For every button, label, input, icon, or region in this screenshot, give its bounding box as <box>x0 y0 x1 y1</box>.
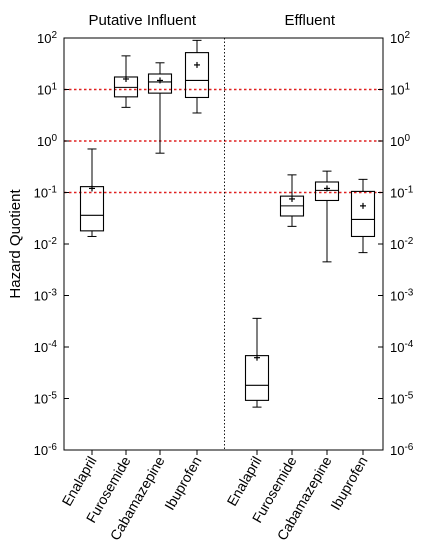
y-tick-label-right: 10-4 <box>390 339 414 356</box>
iqr-box <box>350 190 376 238</box>
iqr-box <box>147 73 173 94</box>
y-tick-label-left: 10-4 <box>34 339 58 356</box>
y-tick-label-right: 10-2 <box>390 236 414 253</box>
y-tick-label-left: 100 <box>37 133 57 150</box>
y-axis-title: Hazard Quotient <box>7 189 24 299</box>
y-tick-label-right: 100 <box>390 133 410 150</box>
y-tick-label-right: 10-6 <box>390 442 414 459</box>
y-tick-label-right: 101 <box>390 81 410 98</box>
y-tick-label-left: 10-3 <box>34 287 58 304</box>
y-tick-label-left: 10-2 <box>34 236 58 253</box>
iqr-box <box>184 52 210 99</box>
y-tick-label-left: 10-6 <box>34 442 58 459</box>
y-tick-label-right: 10-1 <box>390 184 414 201</box>
y-tick-label-right: 102 <box>390 30 410 47</box>
y-tick-label-left: 101 <box>37 81 57 98</box>
panel-title: Putative Influent <box>88 12 196 29</box>
iqr-box <box>314 181 340 202</box>
y-tick-label-right: 10-5 <box>390 390 414 407</box>
y-tick-label-left: 102 <box>37 30 57 47</box>
category-label: Ibuprofen <box>161 454 204 513</box>
y-tick-label-left: 10-1 <box>34 184 58 201</box>
y-tick-label-right: 10-3 <box>390 287 414 304</box>
iqr-box <box>244 355 270 401</box>
y-tick-label-left: 10-5 <box>34 390 58 407</box>
plot-frame <box>63 37 384 451</box>
panel-title: Effluent <box>284 12 335 29</box>
